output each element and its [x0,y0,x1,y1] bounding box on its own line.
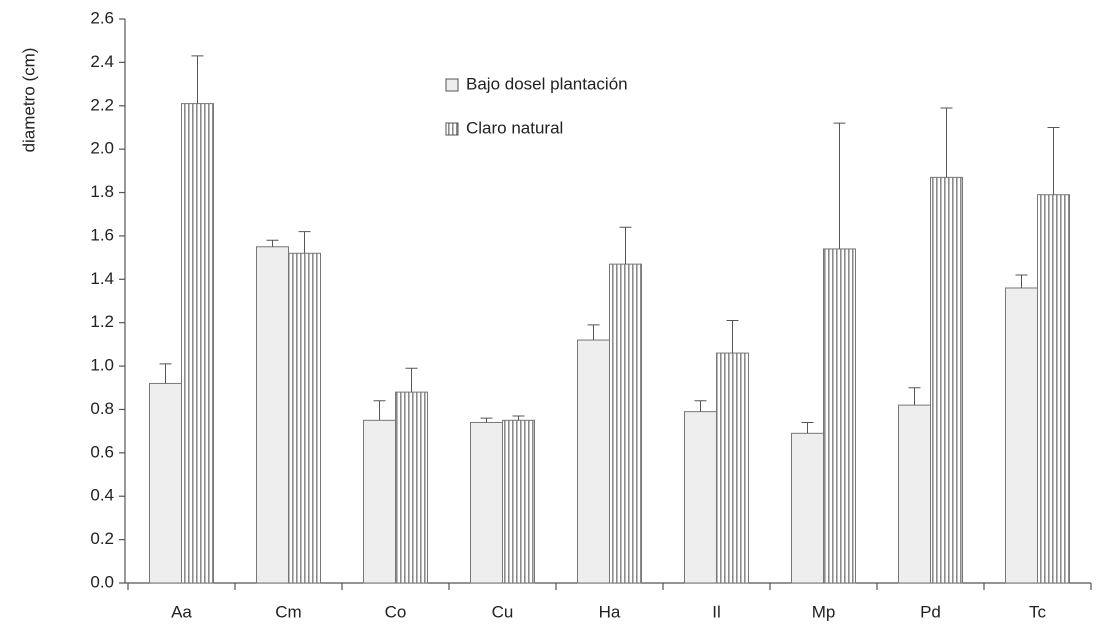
x-tick-label: Pd [920,602,941,621]
legend-label: Claro natural [466,118,563,137]
y-tick-label: 0.4 [90,486,114,505]
error-bar [908,387,921,406]
bar [149,382,182,584]
error-bar [726,320,739,354]
bar [256,246,289,584]
error-bar [480,417,493,423]
y-tick-label: 0.2 [90,529,114,548]
bar [181,103,214,584]
x-tick-label: Aa [171,602,192,621]
error-bar [512,415,525,421]
x-tick-label: Il [712,602,721,621]
bar [288,252,321,584]
error-bar [373,400,386,421]
error-bar [191,55,204,104]
y-tick-label: 2.2 [90,95,114,114]
error-bar [833,122,846,249]
bar [502,419,535,584]
y-tick-label: 2.0 [90,139,114,158]
legend-swatch [445,122,459,136]
y-axis-label: diametro (cm) [19,48,38,153]
y-tick-label: 1.4 [90,269,114,288]
legend-swatch [445,78,459,92]
bar [1005,287,1038,584]
bar [470,421,503,584]
x-tick-label: Cm [275,602,301,621]
x-tick-label: Ha [599,602,621,621]
y-tick-label: 1.8 [90,182,114,201]
x-tick-label: Mp [812,602,836,621]
bar [898,404,931,584]
error-bar [1047,126,1060,195]
error-bar [694,400,707,412]
error-bar [1015,274,1028,288]
y-tick-label: 0.0 [90,572,114,591]
y-tick-label: 1.6 [90,225,114,244]
y-tick-label: 2.6 [90,8,114,27]
bar [363,419,396,584]
legend-label: Bajo dosel plantación [466,74,628,93]
x-tick-label: Tc [1029,602,1047,621]
y-tick-label: 1.2 [90,312,114,331]
bar [684,411,717,584]
x-tick-label: Cu [492,602,514,621]
error-bar [405,367,418,393]
error-bar [266,239,279,247]
bar [716,352,749,584]
x-tick-label: Co [385,602,407,621]
y-tick-label: 1.0 [90,356,114,375]
bar [609,263,642,584]
error-bar [801,421,814,434]
error-bar [298,231,311,254]
error-bar [587,324,600,341]
y-tick-label: 0.8 [90,399,114,418]
bar [577,339,610,584]
y-tick-label: 0.6 [90,442,114,461]
y-tick-label: 2.4 [90,52,114,71]
error-bar [619,226,632,265]
bar [1037,194,1070,584]
error-bar [940,107,953,178]
bar [930,176,963,584]
bar [791,432,824,584]
bar [395,391,428,584]
bar [823,248,856,584]
error-bar [159,363,172,384]
